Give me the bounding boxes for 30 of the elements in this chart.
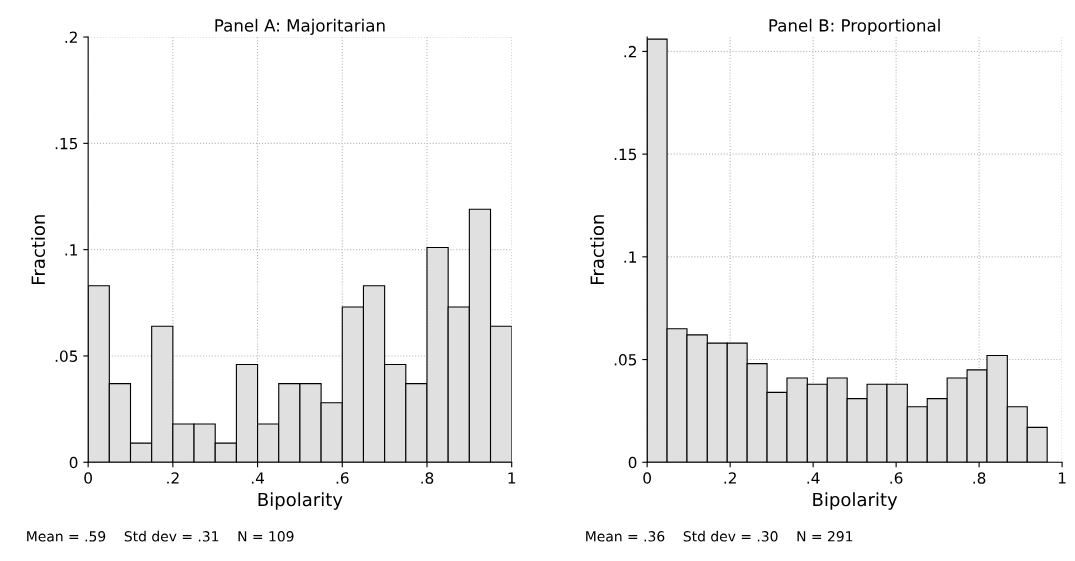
y-tick-label: .05	[614, 354, 637, 366]
x-tick-label: 0	[84, 472, 92, 484]
x-tick-label: .4	[807, 472, 820, 484]
y-tick-label: .2	[624, 45, 636, 58]
y-tick-label: 0	[628, 456, 637, 469]
x-tick-label: .8	[973, 472, 986, 484]
x-tick-label: .6	[890, 472, 903, 484]
x-axis-title: Bipolarity	[813, 492, 898, 510]
y-axis-title: Fraction	[590, 215, 605, 284]
y-tick-label: 0	[69, 456, 78, 469]
y-tick-label: .15	[55, 138, 78, 150]
y-axis-title: Fraction	[31, 215, 46, 284]
x-tick-label: .8	[421, 472, 434, 484]
x-tick-label: .6	[336, 472, 349, 484]
x-tick-label: .2	[167, 472, 179, 484]
y-tick-label: .1	[624, 251, 637, 263]
text: Mean = .59 Std dev = .31 N = 109	[27, 530, 294, 542]
chart-title: Panel B: Proportional	[769, 18, 940, 35]
x-axis-title: Bipolarity	[258, 492, 343, 510]
x-tick-label: 1	[1058, 472, 1066, 484]
chart-title: Panel A: Majoritarian	[215, 18, 385, 35]
x-tick-label: 0	[643, 472, 651, 484]
y-tick-label: .1	[65, 244, 78, 256]
x-tick-label: .4	[251, 472, 264, 484]
y-tick-label: .05	[55, 350, 78, 362]
y-tick-label: .2	[65, 31, 77, 43]
y-tick-label: .15	[614, 148, 637, 161]
text: Mean = .36 Std dev = .30 N = 291	[586, 530, 853, 542]
x-tick-label: .2	[724, 472, 736, 484]
x-tick-label: 1	[508, 472, 516, 484]
